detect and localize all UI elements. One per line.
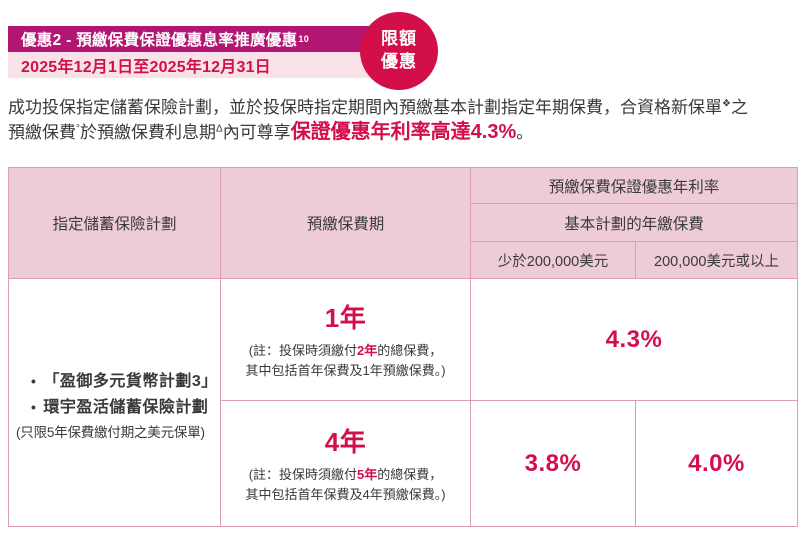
offer-title-text: 優惠2 - 預繳保費保證優惠息率推廣優惠 [21, 32, 298, 49]
offer-date-range: 2025年12月1日至2025年12月31日 [8, 52, 390, 78]
rate-value-1yr: 4.3% [605, 325, 663, 353]
rate-cell-1yr-all: 4.3% [469, 278, 799, 401]
period-4yr-note: (註：投保時須繳付5年的總保費， 其中包括首年保費及4年預繳保費。) [221, 465, 470, 505]
header-period: 預繳保費期 [220, 167, 471, 279]
limited-offer-badge: 限額 優惠 [360, 12, 438, 90]
intro-line2-end: 。 [516, 123, 534, 142]
note-text: 的總保費， [377, 466, 443, 482]
rate-cell-4yr-high: 4.0% [634, 400, 799, 527]
intro-footnote-interest-period: Δ [216, 123, 223, 135]
intro-line2a: 預繳保費 [8, 123, 76, 142]
bullet-dot-icon: • [31, 372, 37, 389]
offer-date-text: 2025年12月1日至2025年12月31日 [21, 59, 271, 76]
header-premium-group: 基本計劃的年繳保費 [469, 203, 799, 242]
period-cell-1yr: 1年 (註：投保時須繳付2年的總保費， 其中包括首年保費及1年預繳保費。) [220, 278, 471, 401]
plan-bullet-1: • 「盈御多元貨幣計劃3」 [31, 367, 218, 391]
header-plan: 指定儲蓄保險計劃 [8, 167, 221, 279]
period-cell-4yr: 4年 (註：投保時須繳付5年的總保費， 其中包括首年保費及4年預繳保費。) [220, 400, 471, 527]
intro-footnote-policy: ❖ [722, 98, 731, 110]
plan-bullet-2: • 環宇盈活儲蓄保險計劃 [31, 393, 216, 417]
period-4yr-note-line1: (註：投保時須繳付5年的總保費， [221, 465, 470, 485]
plan-name-1: 「盈御多元貨幣計劃3」 [43, 372, 218, 390]
badge-line1: 限額 [381, 29, 417, 49]
header-tier-high: 200,000美元或以上 [634, 241, 799, 279]
intro-line1: 成功投保指定儲蓄保險計劃，並於投保時指定期間內預繳基本計劃指定年期保費，合資格新… [8, 98, 722, 117]
period-1yr-label: 1年 [324, 302, 367, 333]
period-1yr-note-line1: (註：投保時須繳付2年的總保費， [221, 341, 470, 361]
note-text: (註：投保時須繳付 [248, 342, 358, 358]
badge-line2: 優惠 [381, 52, 417, 71]
note-emphasis: 5年 [357, 466, 378, 482]
intro-footnote-premium: ° [76, 123, 80, 135]
header-rate-group: 預繳保費保證優惠年利率 [469, 167, 799, 204]
offer-title-footnote: 10 [298, 34, 310, 44]
intro-line2b: 於預繳保費利息期 [80, 123, 216, 142]
note-emphasis: 2年 [357, 342, 378, 358]
rate-value-4yr-low: 3.8% [524, 449, 582, 477]
intro-line1-end: 之 [730, 98, 748, 117]
rate-value-4yr-high: 4.0% [688, 449, 745, 477]
rate-table: 指定儲蓄保險計劃 預繳保費期 預繳保費保證優惠年利率 基本計劃的年繳保費 少於2… [8, 167, 799, 527]
period-1yr-note: (註：投保時須繳付2年的總保費， 其中包括首年保費及1年預繳保費。) [221, 341, 470, 381]
bullet-dot-icon: • [31, 398, 37, 415]
offer-banner: 優惠2 - 預繳保費保證優惠息率推廣優惠 10 2025年12月1日至2025年1… [8, 26, 390, 78]
period-1yr-note-line2: 其中包括首年保費及1年預繳保費。) [245, 363, 446, 378]
intro-line2c: 內可尊享 [222, 123, 291, 142]
period-4yr-note-line2: 其中包括首年保費及4年預繳保費。) [245, 487, 446, 502]
period-4yr-label: 4年 [324, 426, 367, 457]
note-text: (註：投保時須繳付 [248, 466, 358, 482]
rate-cell-4yr-low: 3.8% [470, 400, 636, 527]
plan-name-2: 環宇盈活儲蓄保險計劃 [43, 398, 209, 416]
offer-title: 優惠2 - 預繳保費保證優惠息率推廣優惠 10 [8, 26, 390, 52]
header-tier-low: 少於200,000美元 [470, 241, 636, 279]
plan-cell: • 「盈御多元貨幣計劃3」 • 環宇盈活儲蓄保險計劃 (只限5年保費繳付期之美元… [8, 278, 221, 527]
note-text: 的總保費， [377, 342, 443, 358]
intro-rate-highlight: 保證優惠年利率高達4.3% [290, 121, 517, 143]
intro-paragraph: 成功投保指定儲蓄保險計劃，並於投保時指定期間內預繳基本計劃指定年期保費，合資格新… [8, 95, 800, 145]
plan-restriction-note: (只限5年保費繳付期之美元保單) [16, 424, 205, 440]
